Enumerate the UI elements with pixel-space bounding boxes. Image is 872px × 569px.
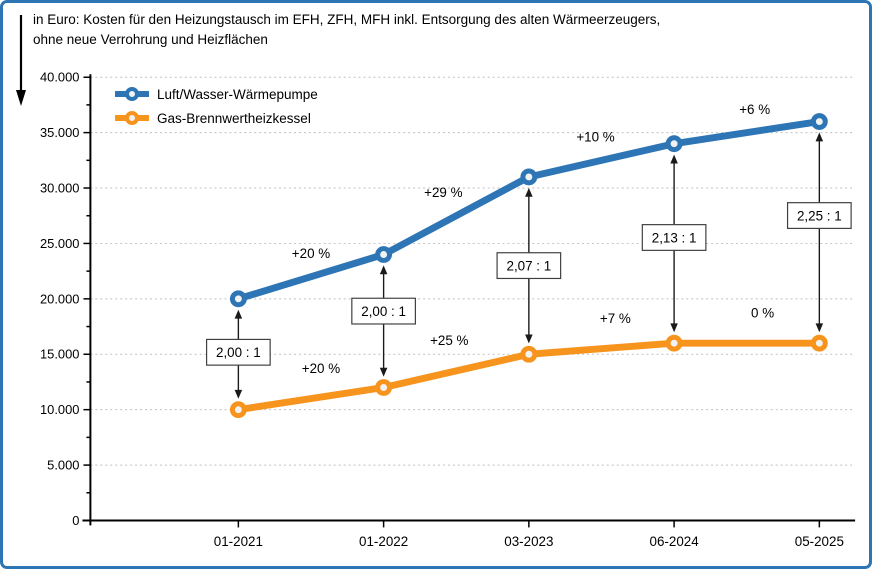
ratio-arrow-head-down-icon (815, 323, 824, 333)
ratio-arrow-head-up-icon (525, 187, 533, 197)
data-point-marker (810, 113, 828, 130)
line-chart-plot: 40.000 35.000 30.000 25.000 20.000 15.000 10.0… (40, 70, 856, 549)
y-tick-label: 30.000 (40, 181, 79, 196)
legend-line-marker-icon (115, 87, 149, 101)
y-tick-label: 10.000 (40, 402, 79, 417)
ratio-arrow-head-up-icon (234, 309, 243, 319)
legend-label-gaskessel: Gas-Brennwertheizkessel (157, 110, 311, 126)
data-point-marker (520, 168, 538, 186)
ratio-label: 2,13 : 1 (652, 230, 697, 245)
y-tick-label: 40.000 (40, 70, 79, 85)
legend-item-waermepumpe: Luft/Wasser-Wärmepumpe (115, 82, 318, 106)
chart-title-line1: in Euro: Kosten für den Heizungstausch i… (33, 12, 661, 27)
pct-change-label: +20 % (302, 361, 340, 376)
ratio-arrow-head-down-icon (525, 334, 533, 344)
y-tick-label: 25.000 (40, 236, 79, 251)
chart-legend: Luft/Wasser-Wärmepumpe Gas-Brennwertheiz… (115, 82, 318, 130)
chart-title: in Euro: Kosten für den Heizungstausch i… (33, 10, 660, 50)
ratio-label-box (205, 338, 271, 366)
pct-change-label: +7 % (600, 311, 631, 326)
arrow-head-icon (16, 90, 26, 106)
y-tick-label: 5.000 (47, 458, 79, 473)
legend-label-waermepumpe: Luft/Wasser-Wärmepumpe (157, 86, 318, 102)
x-tick-label: 01-2022 (359, 534, 408, 549)
data-point-marker (375, 246, 393, 263)
x-tick-label: 06-2024 (650, 534, 700, 549)
data-point-marker (229, 290, 247, 308)
y-tick-label: 20.000 (40, 291, 79, 306)
ratio-arrow-head-up-icon (815, 132, 824, 142)
y-axis-direction-arrow (16, 15, 26, 106)
legend-item-gaskessel: Gas-Brennwertheizkessel (115, 106, 318, 130)
y-tick-label: 15.000 (40, 347, 79, 362)
ratio-arrow-head-down-icon (379, 367, 388, 377)
x-tick-label: 01-2021 (214, 534, 263, 549)
data-point-marker (520, 345, 538, 363)
ratio-arrow-head-up-icon (379, 265, 388, 275)
y-tick-label: 0 (72, 513, 79, 528)
ratio-label-box (351, 297, 416, 325)
data-point-marker (810, 334, 828, 352)
pct-change-label: +25 % (430, 333, 468, 348)
pct-change-label: +29 % (424, 185, 462, 200)
data-point-marker (229, 401, 247, 419)
x-tick-label: 05-2025 (795, 534, 844, 549)
ratio-arrow-head-down-icon (670, 323, 678, 333)
ratio-arrow-head-down-icon (234, 389, 243, 399)
data-point-marker (375, 379, 393, 396)
ratio-label: 2,07 : 1 (507, 259, 552, 274)
ratio-label-box (641, 224, 707, 251)
ratio-label-box (786, 202, 852, 229)
x-tick-label: 03-2023 (504, 534, 553, 549)
data-point-marker (665, 135, 683, 153)
chart-title-line2: ohne neue Verrohrung und Heizflächen (33, 32, 268, 47)
pct-change-label: 0 % (751, 305, 774, 320)
y-tick-label: 35.000 (40, 125, 79, 140)
ratio-label-box (496, 252, 562, 280)
data-point-marker (665, 334, 683, 352)
pct-change-label: +20 % (292, 246, 330, 261)
ratio-label: 2,00 : 1 (216, 345, 261, 360)
pct-change-label: +10 % (576, 130, 614, 145)
ratio-label: 2,25 : 1 (797, 209, 842, 224)
ratio-arrow-head-up-icon (670, 154, 678, 164)
pct-change-label: +6 % (739, 102, 770, 117)
ratio-label: 2,00 : 1 (361, 304, 406, 319)
legend-line-marker-icon (115, 111, 149, 125)
